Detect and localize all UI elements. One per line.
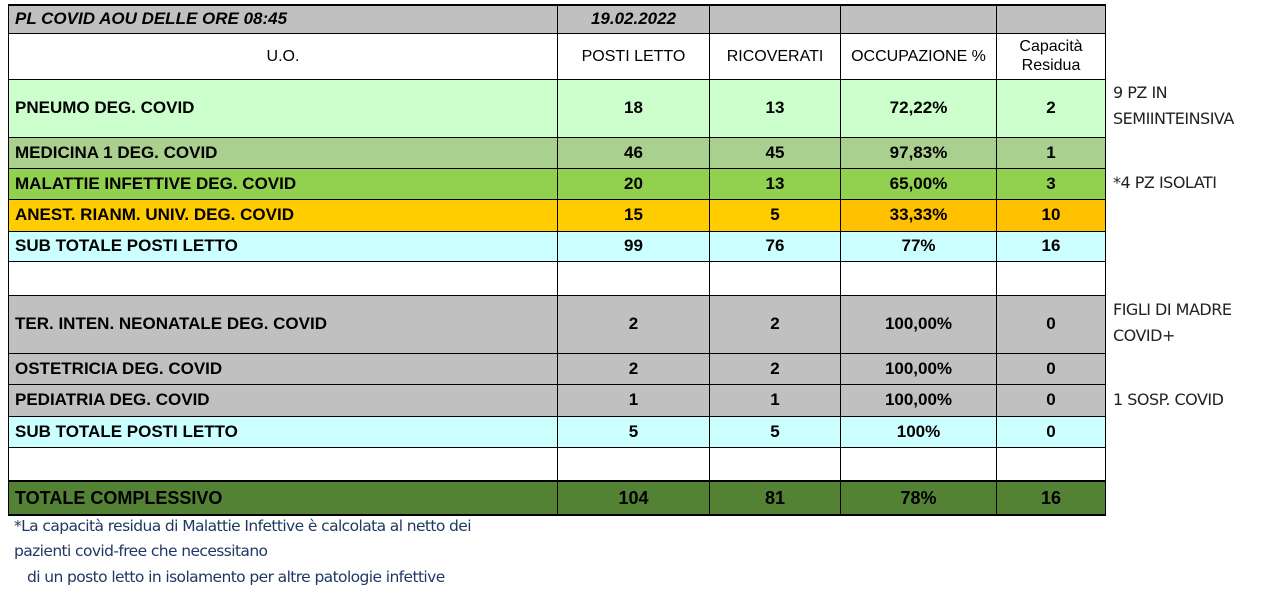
header-capacita: Capacità Residua — [996, 32, 1106, 80]
cell-capacita: 0 — [996, 383, 1106, 417]
cell-ricoverati: 13 — [709, 78, 841, 138]
covid-bed-table: PL COVID AOU DELLE ORE 08:45 19.02.2022 … — [8, 4, 1106, 516]
cell-uo: MEDICINA 1 DEG. COVID — [8, 136, 558, 169]
cell-capacita: 16 — [996, 230, 1106, 262]
report-date: 19.02.2022 — [557, 4, 710, 34]
note-line: COVID+ — [1113, 326, 1175, 345]
cell-uo: TER. INTEN. NEONATALE DEG. COVID — [8, 294, 558, 354]
cell-occupazione: 97,83% — [840, 136, 997, 169]
header-row: U.O. POSTI LETTO RICOVERATI OCCUPAZIONE … — [8, 32, 1106, 80]
table-row: SUB TOTALE POSTI LETTO 99 76 77% 16 — [8, 230, 1106, 262]
table-row: ANEST. RIANM. UNIV. DEG. COVID 15 5 33,33% 1… — [8, 198, 1106, 232]
cell-posti-letto: 46 — [557, 136, 710, 169]
cell-ricoverati — [709, 446, 841, 482]
note-pneumo: 9 PZ IN SEMIINTEINSIVA — [1113, 80, 1234, 132]
table-row: TER. INTEN. NEONATALE DEG. COVID 2 2 100,00… — [8, 294, 1106, 354]
footnote-line: di un posto letto in isolamento per altr… — [14, 568, 445, 586]
cell-capacita: 0 — [996, 352, 1106, 385]
empty-cell — [709, 4, 841, 34]
table-row — [8, 446, 1106, 482]
header-ricoverati: RICOVERATI — [709, 32, 841, 80]
footnote-line: pazienti covid-free che necessitano — [14, 542, 268, 560]
cell-posti-letto: 1 — [557, 383, 710, 417]
cell-occupazione: 72,22% — [840, 78, 997, 138]
totale-occupazione: 78% — [840, 480, 997, 516]
cell-capacita: 0 — [996, 294, 1106, 354]
cell-ricoverati: 2 — [709, 294, 841, 354]
note-neonatale: FIGLI DI MADRE COVID+ — [1113, 297, 1232, 349]
cell-capacita: 1 — [996, 136, 1106, 169]
cell-occupazione — [840, 260, 997, 296]
cell-capacita: 10 — [996, 198, 1106, 232]
table-row: MALATTIE INFETTIVE DEG. COVID 20 13 65,00% 3 — [8, 167, 1106, 200]
empty-cell — [996, 4, 1106, 34]
cell-uo: SUB TOTALE POSTI LETTO — [8, 415, 558, 448]
cell-capacita: 0 — [996, 415, 1106, 448]
cell-ricoverati: 5 — [709, 198, 841, 232]
totale-ricoverati: 81 — [709, 480, 841, 516]
cell-occupazione: 100,00% — [840, 294, 997, 354]
cell-ricoverati: 2 — [709, 352, 841, 385]
table-row — [8, 260, 1106, 296]
note-malattie: *4 PZ ISOLATI — [1113, 173, 1217, 192]
note-line: 9 PZ IN — [1113, 83, 1168, 102]
cell-uo: PEDIATRIA DEG. COVID — [8, 383, 558, 417]
cell-posti-letto: 20 — [557, 167, 710, 200]
totale-label: TOTALE COMPLESSIVO — [8, 480, 558, 516]
footnote-line: *La capacità residua di Malattie Infetti… — [14, 517, 472, 535]
cell-ricoverati: 76 — [709, 230, 841, 262]
cell-ricoverati: 13 — [709, 167, 841, 200]
cell-capacita — [996, 446, 1106, 482]
cell-occupazione: 100% — [840, 415, 997, 448]
cell-posti-letto: 15 — [557, 198, 710, 232]
totale-row: TOTALE COMPLESSIVO 104 81 78% 16 — [8, 480, 1106, 516]
cell-occupazione: 77% — [840, 230, 997, 262]
note-pediatria: 1 SOSP. COVID — [1113, 390, 1224, 409]
cell-ricoverati — [709, 260, 841, 296]
note-line: SEMIINTEINSIVA — [1113, 109, 1234, 128]
table-row: PEDIATRIA DEG. COVID 1 1 100,00% 0 — [8, 383, 1106, 417]
table-row: MEDICINA 1 DEG. COVID 46 45 97,83% 1 — [8, 136, 1106, 169]
cell-posti-letto: 18 — [557, 78, 710, 138]
table-row: OSTETRICIA DEG. COVID 2 2 100,00% 0 — [8, 352, 1106, 385]
cell-posti-letto — [557, 260, 710, 296]
cell-ricoverati: 45 — [709, 136, 841, 169]
cell-capacita: 3 — [996, 167, 1106, 200]
empty-cell — [840, 4, 997, 34]
cell-occupazione: 100,00% — [840, 383, 997, 417]
cell-capacita — [996, 260, 1106, 296]
totale-posti-letto: 104 — [557, 480, 710, 516]
cell-uo: PNEUMO DEG. COVID — [8, 78, 558, 138]
cell-uo: ANEST. RIANM. UNIV. DEG. COVID — [8, 198, 558, 232]
table-row: PNEUMO DEG. COVID 18 13 72,22% 2 — [8, 78, 1106, 138]
header-posti-letto: POSTI LETTO — [557, 32, 710, 80]
cell-uo: SUB TOTALE POSTI LETTO — [8, 230, 558, 262]
totale-capacita: 16 — [996, 480, 1106, 516]
header-occupazione: OCCUPAZIONE % — [840, 32, 997, 80]
cell-occupazione: 100,00% — [840, 352, 997, 385]
cell-uo — [8, 260, 558, 296]
cell-posti-letto: 2 — [557, 294, 710, 354]
cell-capacita: 2 — [996, 78, 1106, 138]
cell-posti-letto — [557, 446, 710, 482]
cell-ricoverati: 5 — [709, 415, 841, 448]
cell-uo: OSTETRICIA DEG. COVID — [8, 352, 558, 385]
note-line: FIGLI DI MADRE — [1113, 300, 1232, 319]
cell-posti-letto: 2 — [557, 352, 710, 385]
report-title: PL COVID AOU DELLE ORE 08:45 — [8, 4, 558, 34]
cell-occupazione: 33,33% — [840, 198, 997, 232]
cell-ricoverati: 1 — [709, 383, 841, 417]
header-uo: U.O. — [8, 32, 558, 80]
cell-occupazione: 65,00% — [840, 167, 997, 200]
table-row: SUB TOTALE POSTI LETTO 5 5 100% 0 — [8, 415, 1106, 448]
cell-posti-letto: 99 — [557, 230, 710, 262]
cell-uo — [8, 446, 558, 482]
cell-uo: MALATTIE INFETTIVE DEG. COVID — [8, 167, 558, 200]
cell-posti-letto: 5 — [557, 415, 710, 448]
title-row: PL COVID AOU DELLE ORE 08:45 19.02.2022 — [8, 4, 1106, 34]
cell-occupazione — [840, 446, 997, 482]
